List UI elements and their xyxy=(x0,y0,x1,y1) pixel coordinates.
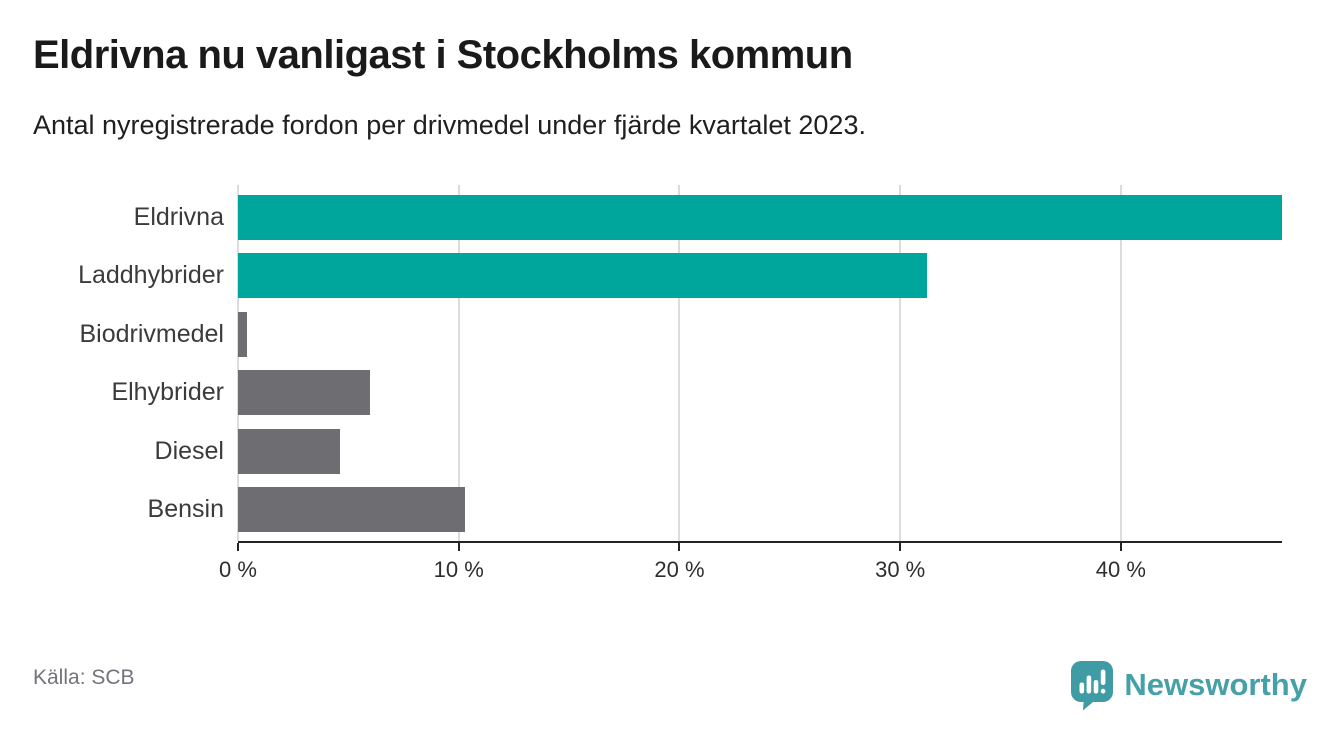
axis-tick xyxy=(237,543,239,551)
category-axis-labels: Eldrivna Laddhybrider Biodrivmedel Elhybrid… xyxy=(0,185,224,541)
gridline xyxy=(1119,185,1122,541)
category-label: Bensin xyxy=(147,495,224,523)
category-label: Biodrivmedel xyxy=(79,320,224,348)
gridline xyxy=(899,185,902,541)
newsworthy-wordmark: Newsworthy xyxy=(1124,667,1307,702)
bar-elhybrider xyxy=(238,370,371,415)
category-label: Laddhybrider xyxy=(78,261,224,289)
category-label: Diesel xyxy=(154,437,224,465)
bar-biodrivmedel xyxy=(238,312,247,357)
chart-title: Eldrivna nu vanligast i Stockholms kommu… xyxy=(33,33,853,77)
bar-diesel xyxy=(238,429,340,474)
bar-laddhybrider xyxy=(238,253,927,298)
gridline xyxy=(237,185,239,541)
source-note: Källa: SCB xyxy=(33,666,135,689)
axis-tick-label: 10 % xyxy=(433,557,484,582)
bar-eldrivna xyxy=(238,195,1282,240)
category-label: Elhybrider xyxy=(111,378,224,406)
category-label: Eldrivna xyxy=(133,203,224,231)
gridline xyxy=(457,185,460,541)
x-axis: 0 % 10 % 20 % 30 % 40 % xyxy=(219,543,1282,603)
axis-tick-label: 30 % xyxy=(875,557,926,582)
axis-tick xyxy=(1119,543,1122,551)
gridline xyxy=(678,185,681,541)
axis-tick-label: 0 % xyxy=(219,557,257,582)
newsworthy-speech-bubble-bar-chart-icon xyxy=(1070,660,1114,711)
axis-tick xyxy=(457,543,460,551)
axis-tick-label: 40 % xyxy=(1095,557,1146,582)
axis-tick xyxy=(678,543,681,551)
plot-area xyxy=(237,185,1282,543)
axis-tick-label: 20 % xyxy=(654,557,705,582)
axis-tick xyxy=(899,543,902,551)
chart-subtitle: Antal nyregistrerade fordon per drivmede… xyxy=(33,110,866,140)
bar-bensin xyxy=(238,487,466,532)
newsworthy-logo[interactable]: Newsworthy xyxy=(1070,657,1307,713)
speech-bubble-shape xyxy=(1071,660,1114,710)
